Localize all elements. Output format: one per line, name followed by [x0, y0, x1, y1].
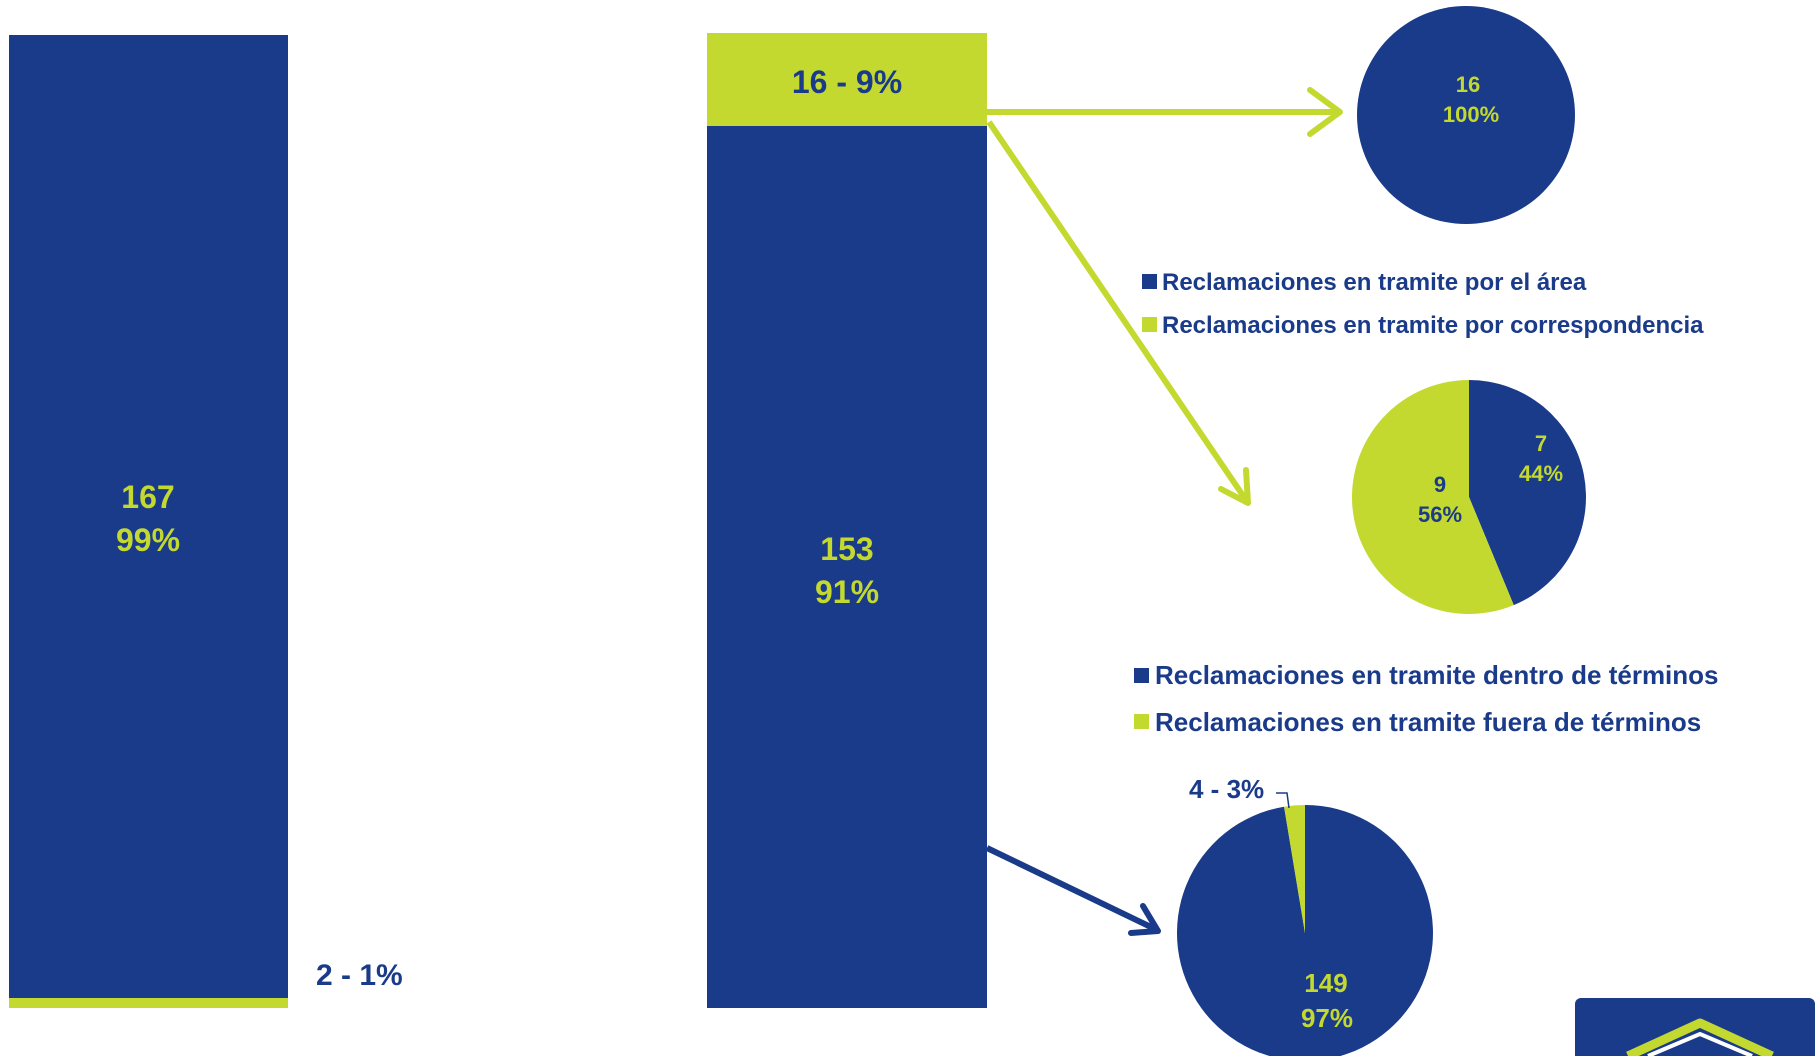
legend1-label-correspondence: Reclamaciones en tramite por corresponde…	[1162, 312, 1704, 339]
bar1-percent-label: 99%	[116, 522, 180, 558]
pie2-green-percent-label: 56%	[1418, 502, 1462, 527]
legend1-label-area: Reclamaciones en tramite por el área	[1162, 269, 1587, 296]
pie-chart-area-vs-correspondence: 7 44% 9 56%	[1351, 380, 1586, 614]
bar2-value-label: 153	[820, 531, 873, 567]
arrow-to-pie2-line	[986, 120, 1249, 502]
bar-segment-167	[9, 35, 288, 998]
bar-chart-total: 167 99% 2 - 1%	[9, 35, 403, 1008]
bar-segment-2	[9, 998, 288, 1008]
bar1-small-label: 2 - 1%	[316, 959, 403, 992]
pie-chart-within-vs-outside-terms: 4 - 3% 149 97%	[1177, 774, 1433, 1056]
legend1-swatch-correspondence	[1142, 317, 1157, 332]
pie3-small-label: 4 - 3%	[1189, 774, 1264, 804]
pie3-blue-percent-label: 97%	[1301, 1003, 1353, 1033]
legend2-swatch-outside	[1134, 714, 1149, 729]
bar2-percent-label: 91%	[815, 574, 879, 610]
pie3-leader-line	[1276, 792, 1290, 809]
bar-segment-16	[707, 33, 987, 126]
legend1-swatch-area	[1142, 274, 1157, 289]
arrow-to-pie3-head	[1128, 903, 1161, 936]
pie3-slice-149	[1177, 805, 1433, 1056]
pie1-value-label: 16	[1456, 72, 1480, 97]
bar1-value-label: 167	[121, 479, 174, 515]
bar-segment-153	[707, 126, 987, 1008]
arrows	[985, 87, 1343, 936]
corner-logo-chevron-outer	[1626, 1018, 1774, 1056]
corner-logo	[1575, 998, 1815, 1056]
pie1-percent-label: 100%	[1443, 102, 1499, 127]
pie2-slice-9	[1351, 380, 1514, 614]
arrow-to-pie1-head	[1307, 87, 1343, 137]
legend2-label-outside: Reclamaciones en tramite fuera de términ…	[1155, 707, 1701, 737]
bar-chart-breakdown: 16 - 9% 153 91%	[707, 33, 987, 1008]
pie-chart-correspondence-total: 16 100%	[1357, 6, 1575, 224]
bar2-top-label: 16 - 9%	[792, 64, 902, 100]
pie1-slice-16	[1357, 6, 1575, 224]
arrow-to-pie3-line	[985, 845, 1157, 932]
pie2-slice-7	[1469, 380, 1586, 606]
pie3-blue-value-label: 149	[1304, 968, 1347, 998]
corner-logo-chevron-inner	[1647, 1032, 1753, 1056]
pie3-slice-4	[1284, 805, 1305, 933]
legend-area-vs-correspondence: Reclamaciones en tramite por el área Rec…	[1142, 269, 1704, 339]
legend-within-vs-outside-terms: Reclamaciones en tramite dentro de térmi…	[1134, 660, 1719, 737]
pie2-blue-value-label: 7	[1535, 431, 1547, 456]
legend2-swatch-within	[1134, 668, 1149, 683]
pie2-green-value-label: 9	[1434, 472, 1446, 497]
pie2-blue-percent-label: 44%	[1519, 461, 1563, 486]
arrow-to-pie2-head	[1218, 467, 1251, 506]
legend2-label-within: Reclamaciones en tramite dentro de térmi…	[1155, 660, 1719, 690]
